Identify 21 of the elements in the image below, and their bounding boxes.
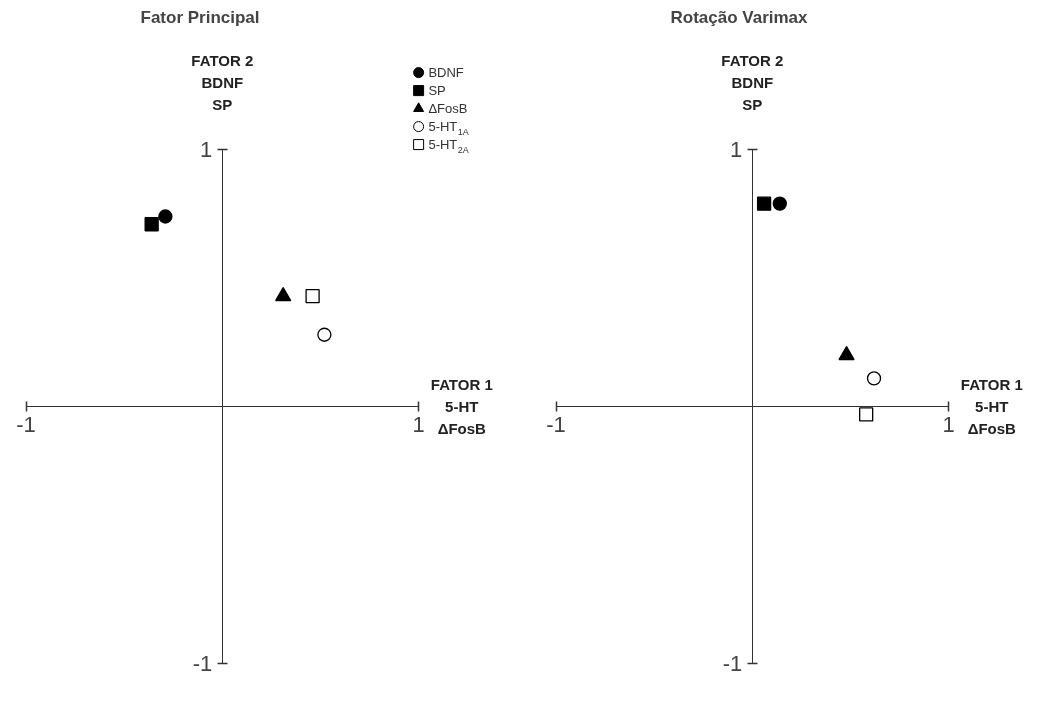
point <box>305 289 320 304</box>
legend-label: ΔFosB <box>428 101 468 117</box>
point <box>866 371 882 386</box>
x-tick-label: -1 <box>16 411 36 437</box>
y-axis-title: FATOR 2 BDNF SP <box>721 52 784 114</box>
point <box>772 196 787 211</box>
legend-label: BDNF <box>428 65 464 81</box>
y-axis-title: FATOR 2 BDNF SP <box>191 52 254 114</box>
point <box>317 327 332 342</box>
x-tick-label: -1 <box>546 411 566 437</box>
chart-title: Rotação Varimax <box>670 7 809 27</box>
x-tick-label: 1 <box>942 411 955 437</box>
point <box>144 217 159 232</box>
chart-title: Fator Principal <box>140 7 260 27</box>
legend-label: SP <box>428 83 446 99</box>
x-tick-label: 1 <box>412 411 425 437</box>
point <box>756 196 772 211</box>
point <box>158 209 173 224</box>
x-axis-title: FATOR 1 5-HT ΔFosB <box>960 376 1023 438</box>
x-axis-title: FATOR 1 5-HT ΔFosB <box>430 376 493 438</box>
point <box>859 407 874 422</box>
